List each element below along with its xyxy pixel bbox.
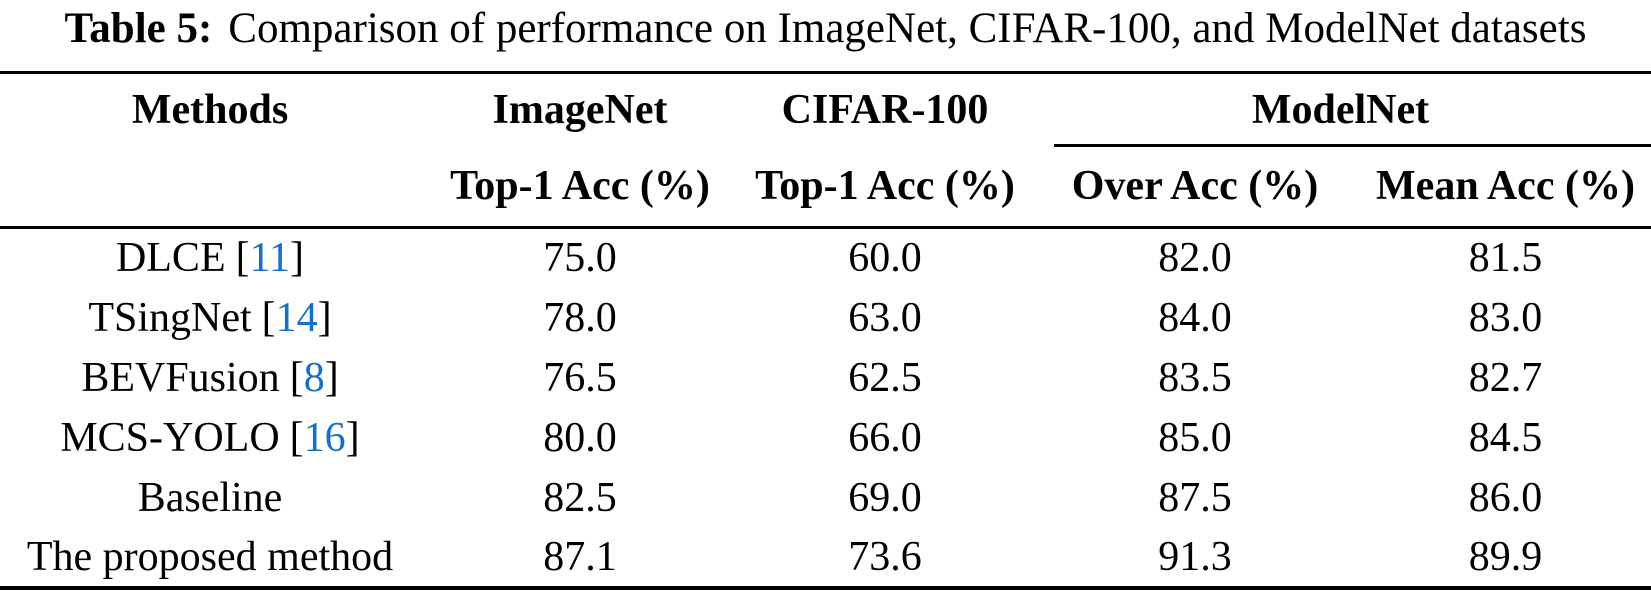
citation-bracket-open: [ [235, 235, 250, 282]
method-cell: DLCE [11] [0, 228, 420, 288]
citation-link[interactable]: [16] [290, 415, 360, 461]
citation-number[interactable]: 11 [249, 235, 291, 282]
citation-bracket-open: [ [289, 354, 304, 401]
value-cell: 69.0 [848, 474, 922, 521]
citation-number[interactable]: 8 [303, 354, 325, 401]
table-header: Methods ImageNet CIFAR-100 ModelNet Top-… [0, 73, 1651, 229]
caption-text: Comparison of performance on ImageNet, C… [228, 5, 1587, 52]
method-cell: The proposed method [0, 528, 420, 588]
table-caption: Table 5: Comparison of performance on Im… [0, 0, 1651, 71]
results-table: Methods ImageNet CIFAR-100 ModelNet Top-… [0, 71, 1651, 590]
col-header-imagenet: ImageNet [492, 87, 668, 134]
value-cell: 83.0 [1468, 294, 1543, 341]
method-label: The proposed method [26, 533, 394, 580]
header-sub-row: Top-1 Acc (%) Top-1 Acc (%) Over Acc (%)… [0, 146, 1651, 229]
value-cell: 73.6 [848, 533, 922, 580]
caption-label: Table 5: [64, 5, 213, 52]
citation-link[interactable]: [8] [290, 355, 339, 401]
value-cell: 60.0 [848, 235, 922, 282]
citation-link[interactable]: [11] [236, 235, 304, 281]
citation-bracket-open: [ [261, 294, 276, 341]
table-body: DLCE [11] 75.0 60.0 82.0 81.5 TSingNet [14] 78.0… [0, 228, 1651, 588]
method-label: DLCE [115, 235, 226, 282]
value-cell: 89.9 [1468, 533, 1543, 580]
table-row: TSingNet [14] 78.0 63.0 84.0 83.0 [0, 288, 1651, 348]
value-cell: 86.0 [1468, 474, 1543, 521]
method-cell: TSingNet [14] [0, 288, 420, 348]
value-cell: 82.7 [1468, 354, 1543, 401]
subheader-modelnet-over: Over Acc (%) [1030, 146, 1360, 229]
value-cell: 78.0 [543, 294, 617, 341]
value-cell: 80.0 [543, 414, 617, 461]
method-cell: MCS-YOLO [16] [0, 408, 420, 468]
citation-bracket-close: ] [345, 414, 360, 461]
method-label: Baseline [137, 474, 283, 521]
citation-bracket-close: ] [290, 235, 305, 282]
citation-bracket-close: ] [324, 354, 339, 401]
header-group-row: Methods ImageNet CIFAR-100 ModelNet [0, 73, 1651, 147]
subheader-cifar-top1: Top-1 Acc (%) [740, 146, 1030, 229]
value-cell: 75.0 [543, 235, 617, 282]
value-cell: 84.0 [1158, 294, 1232, 341]
col-header-modelnet: ModelNet [1030, 73, 1651, 147]
citation-number[interactable]: 14 [275, 294, 318, 341]
citation-number[interactable]: 16 [303, 414, 346, 461]
value-cell: 82.0 [1158, 235, 1232, 282]
col-header-cifar: CIFAR-100 [781, 87, 989, 134]
value-cell: 83.5 [1158, 354, 1232, 401]
table-row: The proposed method 87.1 73.6 91.3 89.9 [0, 528, 1651, 588]
col-header-methods: Methods [131, 87, 289, 134]
table-row: MCS-YOLO [16] 80.0 66.0 85.0 84.5 [0, 408, 1651, 468]
citation-link[interactable]: [14] [262, 295, 332, 341]
value-cell: 63.0 [848, 294, 922, 341]
method-label: MCS-YOLO [60, 414, 280, 461]
value-cell: 87.5 [1158, 474, 1232, 521]
value-cell: 62.5 [848, 354, 922, 401]
method-cell: BEVFusion [8] [0, 348, 420, 408]
citation-bracket-open: [ [289, 414, 304, 461]
table-row: DLCE [11] 75.0 60.0 82.0 81.5 [0, 228, 1651, 288]
method-label: TSingNet [88, 294, 252, 341]
value-cell: 84.5 [1468, 414, 1543, 461]
subheader-modelnet-mean: Mean Acc (%) [1360, 146, 1651, 229]
method-label: BEVFusion [81, 354, 280, 401]
value-cell: 82.5 [543, 474, 617, 521]
value-cell: 66.0 [848, 414, 922, 461]
table-row: Baseline 82.5 69.0 87.5 86.0 [0, 468, 1651, 528]
value-cell: 85.0 [1158, 414, 1232, 461]
value-cell: 87.1 [543, 533, 617, 580]
value-cell: 91.3 [1158, 533, 1232, 580]
subheader-imagenet-top1: Top-1 Acc (%) [420, 146, 740, 229]
value-cell: 81.5 [1468, 235, 1543, 282]
citation-bracket-close: ] [317, 294, 332, 341]
method-cell: Baseline [0, 468, 420, 528]
subheader-empty [0, 146, 420, 229]
value-cell: 76.5 [543, 354, 617, 401]
table-row: BEVFusion [8] 76.5 62.5 83.5 82.7 [0, 348, 1651, 408]
